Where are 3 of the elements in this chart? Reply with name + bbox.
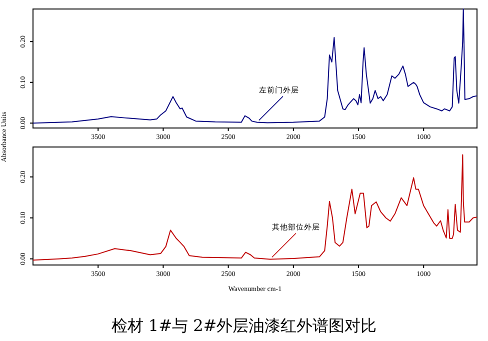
text: 检材 1#与 2#外层油漆红外谱图对比 <box>111 316 377 335</box>
line-series <box>32 154 478 261</box>
line-series <box>32 8 478 124</box>
